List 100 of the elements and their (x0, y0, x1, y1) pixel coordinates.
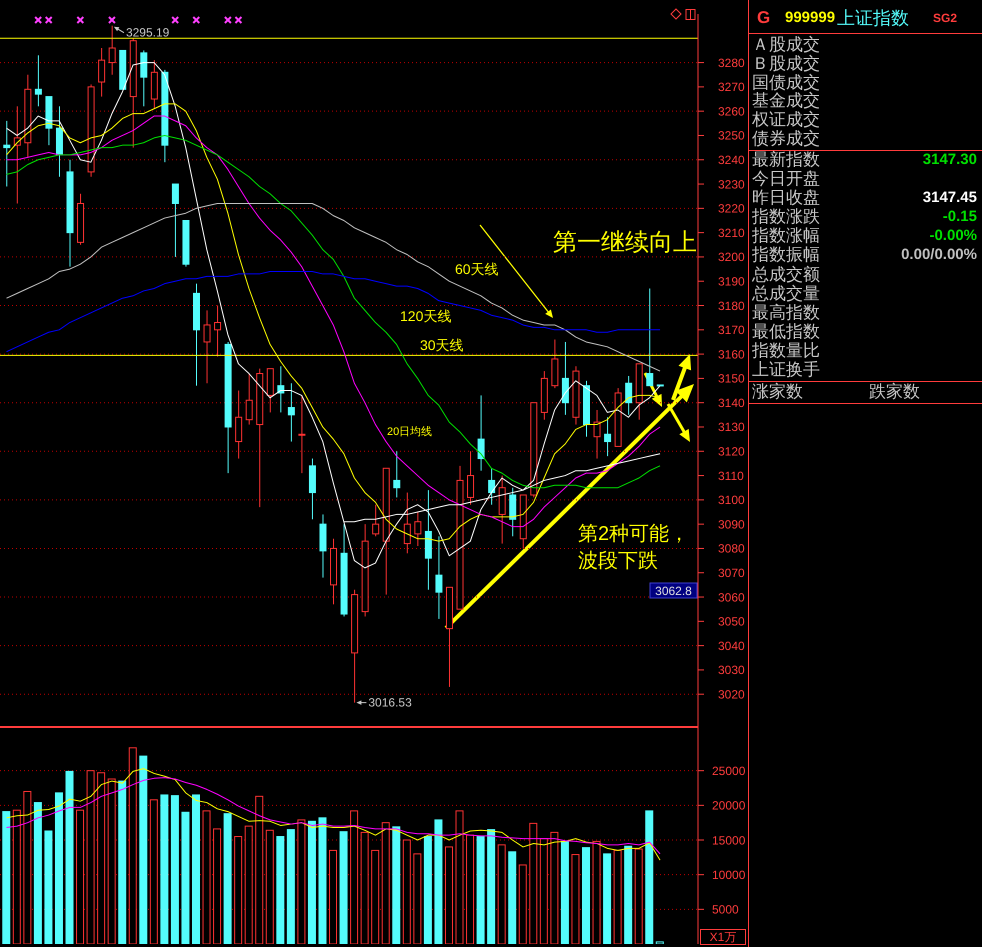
bar (150, 799, 158, 944)
category-label: 权证成交 (752, 110, 820, 130)
bar (54, 792, 63, 944)
series-label: 60天线 (455, 261, 499, 277)
bar (498, 844, 506, 944)
bar (224, 813, 232, 944)
y-tick-label: 3120 (718, 444, 746, 459)
candlestick (467, 450, 474, 506)
bar (413, 853, 422, 944)
y-tick-label: 3280 (718, 56, 746, 70)
bar (603, 853, 612, 944)
bar (518, 864, 527, 944)
y-tick-label: 3070 (718, 566, 746, 580)
candlestick (646, 288, 654, 386)
y-tick-label: 3140 (718, 396, 746, 410)
candlestick (3, 120, 10, 187)
y-tick-label: 3150 (718, 372, 746, 386)
series-label: 20日均线 (387, 425, 432, 438)
bar (582, 847, 590, 944)
candlestick (298, 394, 306, 474)
bar (44, 830, 52, 944)
candlestick (594, 409, 601, 460)
text: 上证指数 (837, 8, 909, 28)
text: 999999 (785, 9, 836, 26)
y-tick-label: 3110 (718, 468, 744, 483)
category-label: 指数量比 (752, 340, 820, 360)
candlestick (478, 394, 485, 472)
y-tick-label: 3060 (718, 590, 746, 604)
bar (402, 840, 411, 944)
bar (571, 854, 580, 944)
candlestick (246, 373, 253, 426)
category-label: 总成交额 (752, 264, 820, 284)
bar (170, 795, 179, 944)
y-tick-label: 3090 (718, 517, 746, 532)
bar (540, 838, 548, 944)
candlestick (108, 25, 116, 76)
bar (560, 840, 569, 944)
y-tick-label: 3100 (718, 493, 746, 508)
text: G (757, 8, 770, 27)
text: 3147.30 (922, 151, 977, 168)
bar (297, 819, 306, 944)
bar (592, 840, 601, 944)
y-tick-label: 3160 (718, 347, 746, 362)
y-tick-label: 3030 (718, 663, 746, 678)
bar (340, 831, 348, 944)
y-tick-label: 3050 (718, 614, 746, 629)
category-label: 债券成交 (752, 129, 820, 148)
bar (645, 810, 654, 944)
y-axis-title: X1万 (710, 930, 736, 944)
text: 0.00/0.00% (901, 246, 977, 264)
candlestick (404, 492, 411, 554)
bar (255, 796, 264, 944)
bar (456, 810, 464, 944)
category-label: 上证换手 (752, 360, 820, 379)
y-tick-label: 3190 (718, 274, 746, 288)
candlestick (625, 375, 632, 416)
y-tick-label: 3260 (718, 104, 746, 118)
text: SG2 (933, 11, 958, 25)
candlestick (435, 536, 442, 620)
bar (624, 846, 632, 944)
bar (424, 836, 432, 944)
candlestick (414, 512, 422, 547)
candlestick (277, 366, 284, 413)
line-series (6, 777, 661, 854)
category-label: 指数涨幅 (752, 226, 820, 246)
bar (128, 747, 137, 944)
bar (529, 822, 538, 944)
category-label: 总成交量 (752, 284, 820, 303)
line-series (6, 768, 661, 861)
y-tick-label: 3040 (718, 638, 746, 653)
bar (97, 772, 106, 944)
y-tick-label: 3270 (718, 80, 746, 94)
category-label: 跌家数 (869, 382, 920, 401)
bar (286, 829, 295, 944)
bar (181, 812, 190, 944)
y-tick-label: 10000 (712, 868, 746, 882)
bar (2, 811, 10, 944)
bar (234, 836, 242, 944)
y-tick-label: 3200 (718, 250, 746, 264)
bar (213, 828, 222, 944)
bar (244, 826, 253, 944)
text: 3147.45 (922, 189, 977, 206)
y-tick-label: 5000 (712, 902, 740, 917)
bar (550, 832, 558, 944)
bar (656, 941, 664, 944)
annotation: 3016.53 (368, 696, 412, 710)
bar (614, 850, 622, 944)
y-tick-label: 3250 (718, 128, 746, 143)
category-label: 指数涨跌 (752, 207, 820, 226)
bar (508, 851, 516, 944)
bar (276, 836, 284, 944)
y-tick-label: 3130 (718, 420, 746, 434)
category-label: 最高指数 (752, 302, 820, 322)
bar (192, 794, 200, 944)
category-label: Ａ股成交 (752, 35, 820, 54)
series-label: 120天线 (400, 308, 452, 324)
bar (160, 794, 168, 944)
bar (476, 836, 485, 944)
bar (23, 790, 32, 944)
series-label: 30天线 (420, 337, 464, 353)
